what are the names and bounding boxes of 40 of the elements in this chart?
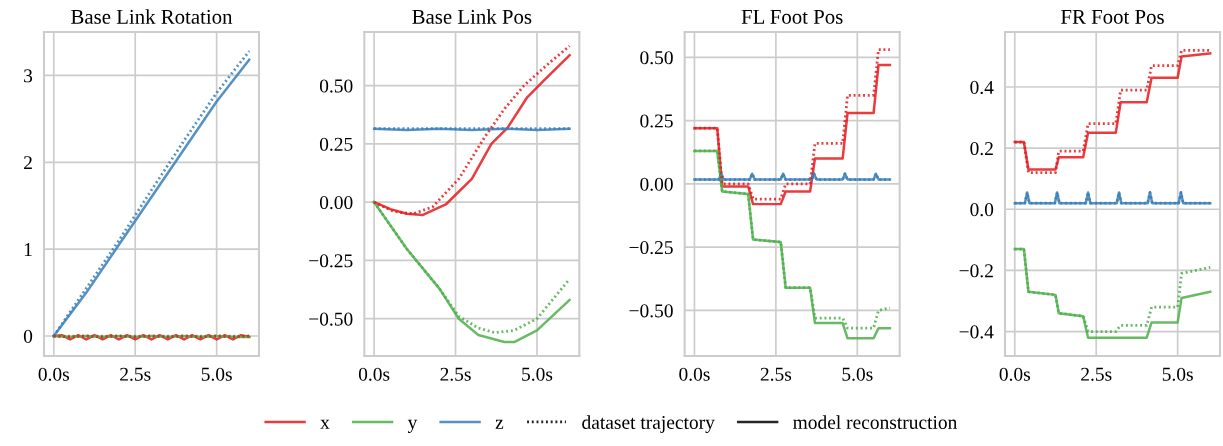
x-tick-label: 0.0s [999,367,1031,381]
legend-label: z [495,419,504,429]
y-tick-label: −0.50 [309,312,353,326]
x-tick-label: 2.5s [120,367,151,381]
x-tick-label: 5.0s [522,367,553,381]
chart-title: FL Foot Pos [741,10,843,24]
y-tick-label: 0.50 [319,79,353,93]
x-tick-label: 2.5s [440,367,471,381]
y-tick-label: 0 [23,329,33,343]
legend-label: y [407,419,418,433]
y-tick-label: 3 [24,69,33,83]
y-tick-label: −0.25 [309,254,353,268]
x-tick-label: 0.0s [358,367,390,381]
y-tick-label: 0.0 [970,203,994,217]
y-tick-label: −0.50 [629,304,673,318]
y-tick-label: 0.25 [640,114,673,128]
y-tick-label: −0.4 [959,325,994,339]
y-tick-label: 1 [24,243,32,256]
legend-label: dataset trajectory [582,415,715,433]
x-tick-label: 0.0s [38,367,69,381]
y-tick-label: −0.25 [629,240,673,255]
x-tick-label: 2.5s [760,367,792,381]
chart-title: FR Foot Pos [1061,10,1164,24]
x-tick-label: 5.0s [1162,367,1193,381]
y-tick-label: −0.2 [959,264,993,278]
y-tick-label: 0.2 [970,141,993,156]
x-tick-label: 2.5s [1081,367,1112,381]
y-tick-label: 2 [24,156,32,170]
y-tick-label: 0.4 [970,80,994,95]
legend-label: x [320,419,330,429]
chart-title: Base Link Pos [412,9,532,24]
x-tick-label: 5.0s [201,367,232,381]
y-tick-label: 0.00 [640,177,673,191]
y-tick-label: 0.50 [640,51,673,65]
legend-label: model reconstruction [793,415,958,429]
x-tick-label: 5.0s [842,367,873,381]
y-tick-label: 0.00 [319,195,353,210]
chart-title: Base Link Rotation [71,9,233,24]
y-tick-label: 0.25 [319,137,353,151]
x-tick-label: 0.0s [679,367,710,381]
